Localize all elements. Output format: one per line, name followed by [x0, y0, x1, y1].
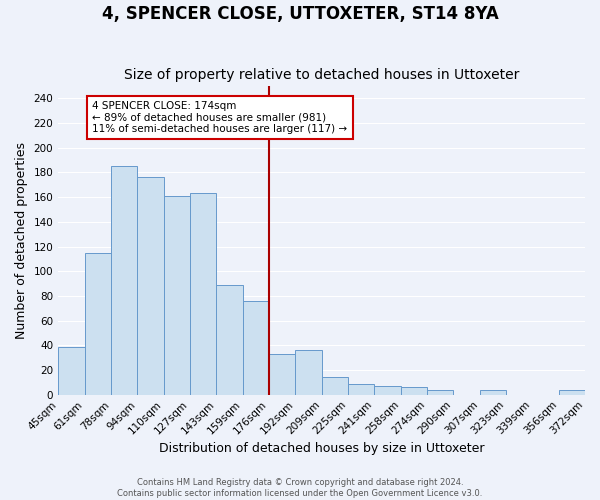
Bar: [111, 166, 137, 394]
Bar: [164, 196, 190, 394]
Bar: [269, 354, 295, 395]
Bar: [85, 252, 111, 394]
Text: 4, SPENCER CLOSE, UTTOXETER, ST14 8YA: 4, SPENCER CLOSE, UTTOXETER, ST14 8YA: [101, 5, 499, 23]
Title: Size of property relative to detached houses in Uttoxeter: Size of property relative to detached ho…: [124, 68, 519, 82]
Bar: [190, 194, 216, 394]
Bar: [374, 386, 401, 394]
Text: 4 SPENCER CLOSE: 174sqm
← 89% of detached houses are smaller (981)
11% of semi-d: 4 SPENCER CLOSE: 174sqm ← 89% of detache…: [92, 101, 347, 134]
Bar: [479, 390, 506, 394]
Bar: [322, 378, 348, 394]
Bar: [401, 388, 427, 394]
Y-axis label: Number of detached properties: Number of detached properties: [15, 142, 28, 339]
Bar: [216, 285, 242, 395]
Bar: [559, 390, 585, 394]
Bar: [242, 301, 269, 394]
X-axis label: Distribution of detached houses by size in Uttoxeter: Distribution of detached houses by size …: [159, 442, 484, 455]
Bar: [348, 384, 374, 394]
Bar: [427, 390, 453, 394]
Bar: [58, 346, 85, 395]
Text: Contains HM Land Registry data © Crown copyright and database right 2024.
Contai: Contains HM Land Registry data © Crown c…: [118, 478, 482, 498]
Bar: [295, 350, 322, 395]
Bar: [137, 178, 164, 394]
